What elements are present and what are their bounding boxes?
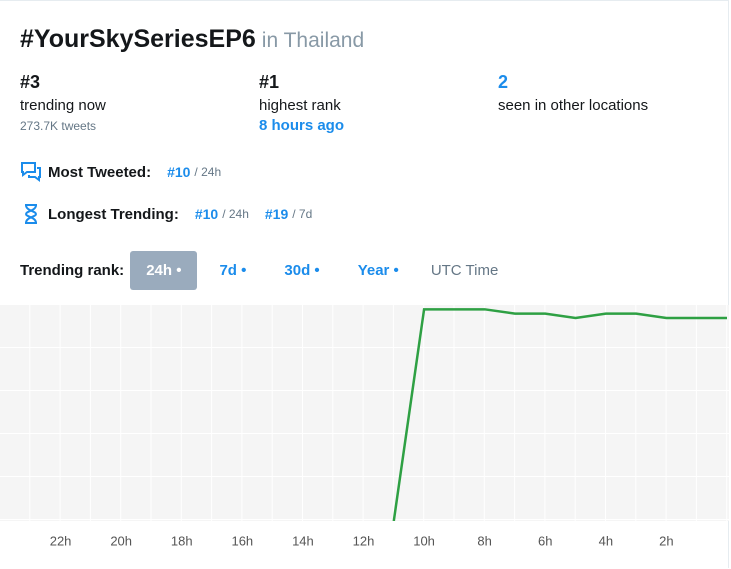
stat-label: highest rank — [259, 97, 341, 114]
stat-value: #3 — [20, 72, 41, 92]
period: / 24h — [194, 165, 222, 179]
x-tick-label: 6h — [538, 533, 552, 548]
x-tick-label: 12h — [353, 533, 375, 548]
most-tweeted: Most Tweeted: #10/ 24h — [20, 161, 221, 183]
stat-value[interactable]: 2 — [498, 72, 509, 92]
title: #YourSkySeriesEP6 — [20, 25, 256, 53]
stat: #1 highest rank 8 hours ago — [259, 72, 344, 134]
title-row: #YourSkySeriesEP6 in Thailand — [20, 25, 364, 54]
tabs-label: Trending rank: — [20, 261, 125, 279]
line — [392, 308, 727, 521]
longest-trending: Longest Trending: #10/ 24h #19/ 7d — [20, 203, 312, 225]
stat-label: seen in other locations — [498, 97, 649, 114]
tab[interactable]: 24h • — [130, 250, 198, 290]
chat-icon — [21, 162, 41, 182]
x-tick-label: 10h — [413, 533, 435, 548]
tab[interactable]: Year • — [357, 261, 399, 279]
rank[interactable]: #10 — [167, 164, 191, 180]
hourglass-icon — [24, 204, 38, 224]
stat-value: #1 — [259, 72, 280, 92]
period: / 7d — [292, 207, 313, 221]
x-tick-label: 8h — [477, 533, 491, 548]
tab[interactable]: 30d • — [284, 261, 320, 279]
tabs: Trending rank: 24h • 7d • 30d • Year • UTC T… — [20, 250, 508, 290]
x-tick-label: 20h — [110, 533, 132, 548]
tab[interactable]: 7d • — [219, 261, 247, 279]
label: Most Tweeted: — [48, 163, 152, 181]
stat-detail[interactable]: 8 hours ago — [259, 117, 345, 134]
x-tick-label: 18h — [171, 533, 193, 548]
chart: 22h 20h 18h 16h 14h 12h 10h 8h 6h 4h 2h — [0, 305, 729, 548]
period: / 24h — [222, 207, 249, 221]
timezone[interactable]: UTC Time — [430, 261, 499, 279]
x-tick-label: 22h — [50, 533, 72, 548]
stat: #3 trending now 273.7K tweets — [20, 72, 106, 133]
stat-label: trending now — [20, 97, 106, 114]
rank[interactable]: #10 — [194, 206, 219, 222]
x-tick-label: 4h — [599, 533, 613, 548]
location: in Thailand — [261, 29, 365, 52]
rank[interactable]: #19 — [264, 206, 289, 222]
x-tick-label: 16h — [231, 533, 253, 548]
x-tick-label: 2h — [659, 533, 673, 548]
stat-detail: 273.7K tweets — [20, 119, 97, 133]
plot-background — [0, 305, 729, 521]
label: Longest Trending: — [48, 205, 179, 223]
x-tick-label: 14h — [292, 533, 314, 548]
stat: 2 seen in other locations — [498, 72, 648, 114]
